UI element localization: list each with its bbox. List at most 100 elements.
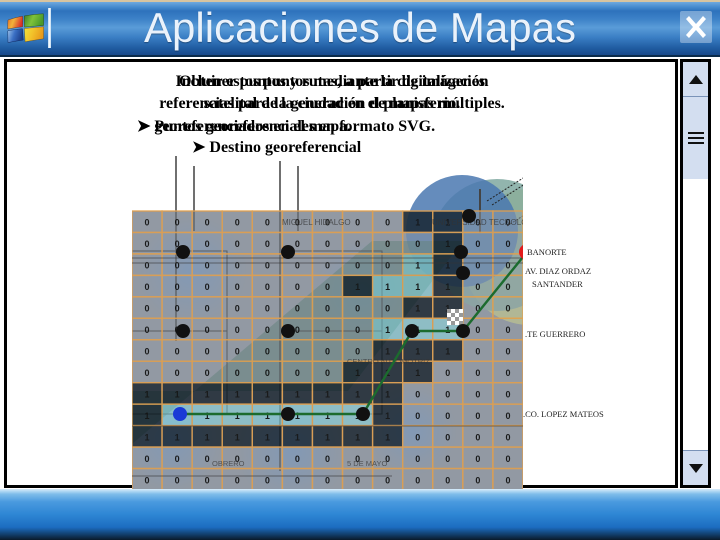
- svg-text:0: 0: [355, 239, 360, 249]
- svg-text:1: 1: [325, 411, 330, 421]
- svg-text:0: 0: [385, 304, 390, 314]
- svg-text:0: 0: [475, 389, 480, 399]
- svg-text:1: 1: [385, 325, 390, 335]
- svg-text:0: 0: [175, 261, 180, 271]
- svg-text:0: 0: [265, 454, 270, 464]
- svg-text:0: 0: [415, 475, 420, 485]
- svg-text:0: 0: [205, 282, 210, 292]
- svg-text:0: 0: [295, 475, 300, 485]
- svg-text:0: 0: [175, 454, 180, 464]
- svg-text:0: 0: [295, 368, 300, 378]
- svg-text:0: 0: [265, 239, 270, 249]
- svg-text:0: 0: [355, 261, 360, 271]
- svg-text:0: 0: [145, 239, 150, 249]
- svg-text:0: 0: [475, 261, 480, 271]
- svg-text:0: 0: [355, 304, 360, 314]
- svg-text:0: 0: [445, 454, 450, 464]
- svg-text:0: 0: [145, 218, 150, 228]
- svg-text:0: 0: [325, 304, 330, 314]
- svg-text:0: 0: [475, 368, 480, 378]
- svg-text:0: 0: [265, 304, 270, 314]
- svg-text:1: 1: [385, 432, 390, 442]
- svg-text:1: 1: [415, 282, 420, 292]
- svg-text:1: 1: [235, 389, 240, 399]
- svg-text:1: 1: [295, 389, 300, 399]
- svg-text:0: 0: [235, 368, 240, 378]
- svg-text:0: 0: [265, 368, 270, 378]
- svg-text:0: 0: [175, 347, 180, 357]
- svg-text:1: 1: [145, 432, 150, 442]
- svg-text:0: 0: [415, 432, 420, 442]
- svg-text:0: 0: [205, 239, 210, 249]
- svg-text:0: 0: [295, 347, 300, 357]
- svg-text:0: 0: [235, 239, 240, 249]
- svg-text:1: 1: [445, 347, 450, 357]
- svg-text:0: 0: [295, 239, 300, 249]
- svg-text:0: 0: [295, 304, 300, 314]
- svg-text:1: 1: [415, 368, 420, 378]
- svg-text:1: 1: [415, 218, 420, 228]
- svg-text:0: 0: [475, 432, 480, 442]
- svg-text:0: 0: [325, 475, 330, 485]
- svg-text:0: 0: [505, 432, 510, 442]
- svg-text:0: 0: [475, 282, 480, 292]
- svg-text:0: 0: [325, 282, 330, 292]
- svg-text:0: 0: [265, 325, 270, 335]
- svg-text:0: 0: [505, 411, 510, 421]
- svg-text:1: 1: [145, 389, 150, 399]
- svg-text:0: 0: [145, 347, 150, 357]
- svg-text:1: 1: [415, 304, 420, 314]
- svg-text:0: 0: [505, 389, 510, 399]
- svg-text:0: 0: [325, 261, 330, 271]
- svg-text:0: 0: [415, 239, 420, 249]
- svg-text:0: 0: [145, 475, 150, 485]
- svg-text:0: 0: [175, 368, 180, 378]
- svg-text:1: 1: [265, 389, 270, 399]
- svg-text:0: 0: [445, 475, 450, 485]
- svg-text:0: 0: [265, 475, 270, 485]
- svg-text:0: 0: [205, 368, 210, 378]
- svg-text:0: 0: [505, 304, 510, 314]
- svg-text:1: 1: [415, 261, 420, 271]
- svg-text:0: 0: [505, 475, 510, 485]
- svg-text:1: 1: [355, 368, 360, 378]
- svg-text:0: 0: [205, 347, 210, 357]
- svg-text:0: 0: [415, 411, 420, 421]
- svg-text:0: 0: [505, 347, 510, 357]
- svg-text:0: 0: [325, 347, 330, 357]
- svg-text:0: 0: [235, 282, 240, 292]
- svg-text:1: 1: [325, 389, 330, 399]
- svg-text:1: 1: [205, 432, 210, 442]
- svg-text:0: 0: [295, 454, 300, 464]
- svg-text:0: 0: [235, 347, 240, 357]
- svg-text:0: 0: [475, 475, 480, 485]
- svg-text:1: 1: [385, 282, 390, 292]
- svg-text:0: 0: [145, 325, 150, 335]
- svg-text:0: 0: [355, 347, 360, 357]
- svg-text:0: 0: [295, 282, 300, 292]
- svg-text:0: 0: [475, 325, 480, 335]
- svg-text:0: 0: [355, 475, 360, 485]
- svg-text:0: 0: [445, 411, 450, 421]
- svg-text:0: 0: [415, 454, 420, 464]
- svg-text:0: 0: [265, 347, 270, 357]
- svg-text:1: 1: [295, 411, 300, 421]
- svg-text:0: 0: [385, 261, 390, 271]
- svg-text:1: 1: [415, 347, 420, 357]
- svg-text:1: 1: [355, 282, 360, 292]
- svg-text:1: 1: [235, 411, 240, 421]
- svg-text:0: 0: [265, 218, 270, 228]
- svg-text:1: 1: [445, 282, 450, 292]
- svg-text:0: 0: [505, 282, 510, 292]
- svg-text:0: 0: [235, 325, 240, 335]
- svg-text:1: 1: [385, 411, 390, 421]
- svg-text:0: 0: [325, 454, 330, 464]
- svg-text:0: 0: [205, 475, 210, 485]
- svg-text:0: 0: [505, 325, 510, 335]
- svg-text:0: 0: [325, 368, 330, 378]
- svg-text:0: 0: [235, 261, 240, 271]
- svg-text:0: 0: [145, 368, 150, 378]
- svg-text:1: 1: [295, 432, 300, 442]
- svg-text:0: 0: [475, 454, 480, 464]
- svg-text:0: 0: [145, 261, 150, 271]
